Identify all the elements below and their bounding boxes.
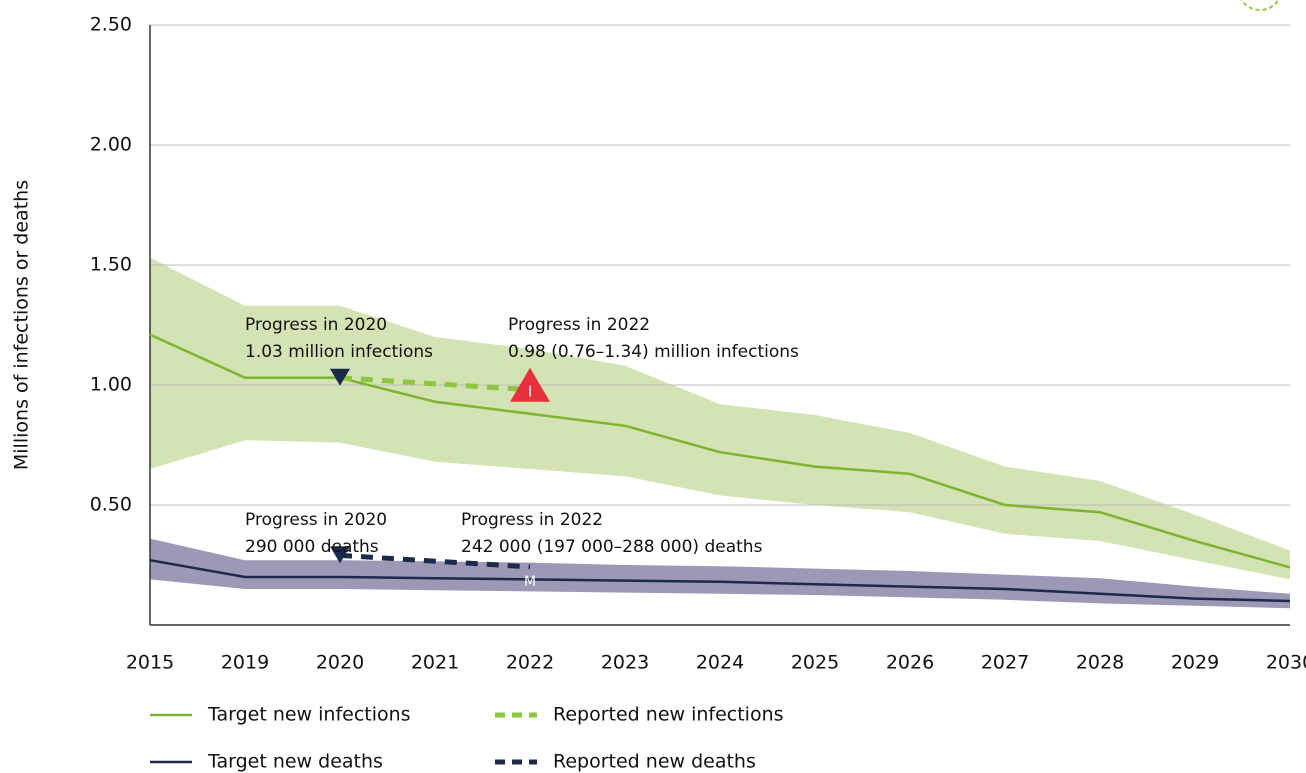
start-marker bbox=[330, 368, 350, 386]
y-tick-label: 0.50 bbox=[90, 494, 132, 516]
x-tick-label: 2027 bbox=[981, 652, 1029, 674]
reported-line bbox=[339, 552, 531, 570]
uncertainty-band bbox=[150, 538, 1290, 609]
x-tick-label: 2015 bbox=[126, 652, 174, 674]
x-tick-label: 2025 bbox=[791, 652, 839, 674]
y-tick-label: 1.00 bbox=[90, 374, 132, 396]
x-tick-label: 2020 bbox=[316, 652, 364, 674]
end-marker-label: M bbox=[524, 574, 536, 590]
annotation: 0.98 (0.76–1.34) million infections bbox=[508, 342, 799, 362]
end-marker bbox=[510, 367, 550, 402]
y-axis-label: Millions of infections or deaths bbox=[11, 180, 33, 470]
x-tick-label: 2022 bbox=[506, 652, 554, 674]
x-tick-label: 2021 bbox=[411, 652, 459, 674]
x-tick-label: 2026 bbox=[886, 652, 934, 674]
y-tick-label: 1.50 bbox=[90, 254, 132, 276]
legend-label: Reported new deaths bbox=[553, 751, 756, 773]
x-tick-label: 2029 bbox=[1171, 652, 1219, 674]
decoration bbox=[1240, 0, 1280, 11]
y-tick-label: 2.50 bbox=[90, 14, 132, 36]
annotation: 242 000 (197 000–288 000) deaths bbox=[461, 537, 763, 557]
end-marker-label: I bbox=[528, 382, 532, 400]
annotation: 290 000 deaths bbox=[245, 537, 379, 557]
annotation: Progress in 2020 bbox=[245, 315, 387, 335]
annotation: Progress in 2022 bbox=[508, 315, 650, 335]
reported-line bbox=[339, 375, 531, 393]
x-tick-label: 2019 bbox=[221, 652, 269, 674]
x-tick-label: 2023 bbox=[601, 652, 649, 674]
x-tick-label: 2030 bbox=[1266, 652, 1306, 674]
y-tick-label: 2.00 bbox=[90, 134, 132, 156]
annotation: Progress in 2020 bbox=[245, 510, 387, 530]
legend-label: Target new deaths bbox=[207, 751, 383, 773]
target-line bbox=[149, 558, 1291, 603]
legend-label: Target new infections bbox=[207, 704, 411, 726]
legend-label: Reported new infections bbox=[553, 704, 784, 726]
uncertainty-band bbox=[150, 257, 1290, 580]
annotation: Progress in 2022 bbox=[461, 510, 603, 530]
annotation: 1.03 million infections bbox=[245, 342, 433, 362]
start-marker bbox=[330, 546, 350, 564]
x-tick-label: 2028 bbox=[1076, 652, 1124, 674]
x-tick-label: 2024 bbox=[696, 652, 744, 674]
